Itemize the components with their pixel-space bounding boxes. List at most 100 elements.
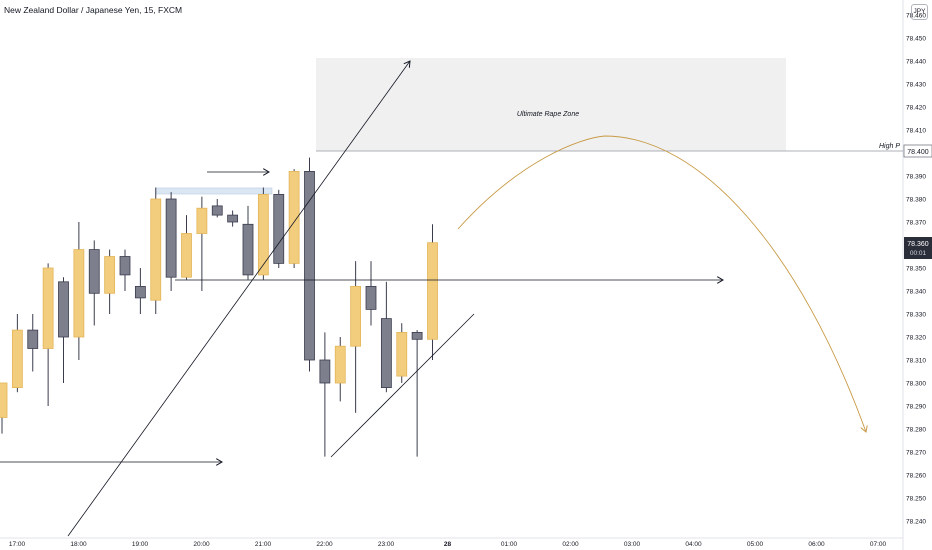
chart-title: New Zealand Dollar / Japanese Yen, 15, F… [4,5,183,15]
candle[interactable] [427,224,438,360]
time-tick-label: 04:00 [685,541,702,548]
candle-body-bull [288,170,300,264]
candle[interactable] [273,189,285,268]
price-tick-label: 78.410 [906,128,926,135]
high-price-tag-text: 78.400 [907,149,929,156]
candle[interactable] [242,205,254,280]
candles [0,157,438,457]
candle-body-bear [273,193,285,264]
candle[interactable] [365,261,377,326]
candle[interactable] [288,169,300,268]
price-tick-label: 78.340 [906,289,926,296]
candle[interactable] [319,332,331,457]
candle[interactable] [411,330,423,457]
candle-body-bear [119,256,131,276]
candle[interactable] [88,240,100,326]
price-tick-label: 78.440 [906,59,926,66]
price-tick-label: 78.370 [906,220,926,227]
candle[interactable] [150,187,162,315]
candle-body-bull [104,256,116,294]
candle-body-bull [0,382,8,418]
resistance-box[interactable] [155,187,273,195]
time-tick-label: 17:00 [9,541,26,548]
candle-body-bull [150,198,162,301]
candle-body-bull [73,249,85,338]
rape-zone[interactable]: Ultimate Rape Zone [316,58,786,151]
price-tick-label: 78.430 [906,82,926,89]
candle-body-bear [227,214,239,223]
candle[interactable] [227,210,239,227]
high-label: High P [879,143,900,150]
currency-badge[interactable]: JPY [911,4,928,20]
candle-body-bear [304,170,315,361]
candle[interactable] [119,249,131,291]
time-tick-label: 19:00 [132,541,149,548]
candle[interactable] [165,192,177,291]
price-tick-label: 78.280 [906,427,926,434]
price-tick-label: 78.270 [906,450,926,457]
candle[interactable] [42,263,54,406]
price-tick-label: 78.330 [906,312,926,319]
candle-body-bear [165,198,177,278]
candle[interactable] [196,196,208,291]
drawings[interactable] [0,61,866,537]
candle-body-bull [196,207,208,234]
price-tick-label: 78.310 [906,358,926,365]
candle[interactable] [0,382,8,434]
zone-label: Ultimate Rape Zone [517,111,579,118]
price-tick-label: 78.450 [906,36,926,43]
candle-body-bear [88,249,100,294]
time-tick-label: 20:00 [193,541,210,548]
support-trendline[interactable] [330,313,475,458]
last-price-value: 78.360 [907,241,929,248]
high-line[interactable]: High P [316,143,903,152]
candle[interactable] [73,222,85,360]
price-tick-label: 78.300 [906,381,926,388]
price-tick-label: 78.380 [906,197,926,204]
candle-body-bear [27,329,39,349]
high-price-tag-bg [903,144,932,158]
candle[interactable] [11,314,23,393]
time-tick-labels: 17:00 18:00 19:00 20:00 21:00 22:00 23:00 28 01:… [9,541,887,548]
candle[interactable] [181,215,192,280]
candle[interactable] [334,337,346,402]
candle[interactable] [257,187,269,280]
candle[interactable] [211,199,223,218]
candle-body-bull [350,285,362,347]
candle[interactable] [27,314,39,372]
candle-body-bull [427,242,438,340]
time-tick-label: 07:00 [870,541,887,548]
price-tick-label: 78.390 [906,174,926,181]
candle-body-bear [211,205,223,216]
resistance-rect [155,187,273,195]
candle-body-bear [365,285,377,310]
candle-body-bear [411,331,423,340]
candle-body-bull [181,233,192,278]
price-tick-label: 78.260 [906,473,926,480]
candle[interactable] [380,281,392,393]
candle-body-bear [242,223,254,276]
candle-body-bull [334,345,346,384]
candle[interactable] [134,268,146,314]
candle[interactable] [104,249,116,314]
candle[interactable] [350,261,362,413]
projected-path-curve[interactable] [457,135,866,432]
zone-rect [316,58,786,151]
time-tick-label: 06:00 [808,541,825,548]
price-tick-label: 78.420 [906,105,926,112]
time-tick-label: 23:00 [378,541,395,548]
price-tick-label: 78.320 [906,335,926,342]
price-tick-labels: 78.240 78.250 78.260 78.270 78.280 78.290 78.3… [906,13,926,526]
time-tick-label: 22:00 [316,541,333,548]
countdown-value: 00:01 [910,250,927,257]
candle-body-bull [396,331,408,377]
time-tick-label: 01:00 [501,541,518,548]
price-tick-label: 78.290 [906,404,926,411]
last-price-tag: 78.360 00:01 [904,237,932,259]
trend-arrow-line[interactable] [67,61,410,537]
candle[interactable] [304,157,315,372]
candle-body-bull [257,193,269,276]
candle[interactable] [396,323,408,383]
candle[interactable] [58,277,69,383]
